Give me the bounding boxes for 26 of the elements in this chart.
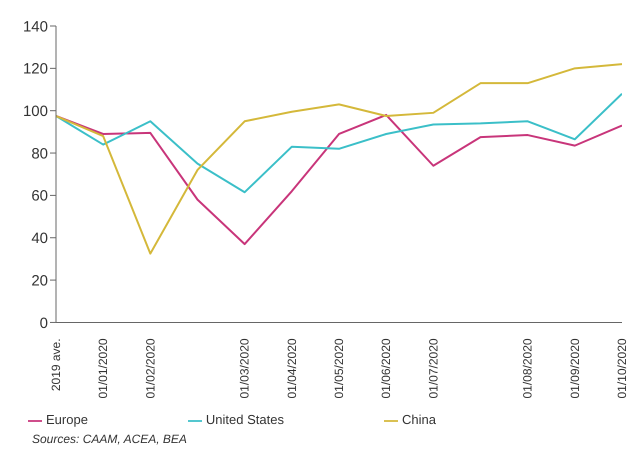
y-tick-label: 0 <box>40 314 48 332</box>
x-tick-label: 01/06/2020 <box>379 338 394 398</box>
x-tick-label: 01/03/2020 <box>238 338 252 398</box>
x-tick-label: 01/10/2020 <box>615 338 629 398</box>
y-tick-label: 40 <box>31 230 48 248</box>
x-tick-label: 01/09/2020 <box>568 338 582 398</box>
legend-label: China <box>402 412 436 428</box>
line-series <box>56 63 622 255</box>
x-tick-label: 01/01/2020 <box>96 338 110 398</box>
x-tick-label: 01/04/2020 <box>284 338 299 398</box>
line-series <box>56 114 622 246</box>
y-tick-label: 140 <box>22 18 48 36</box>
y-tick-label: 20 <box>31 272 48 290</box>
x-tick-label: 01/08/2020 <box>520 338 535 398</box>
legend-label: United States <box>206 412 284 428</box>
x-tick-label: 01/05/2020 <box>332 338 346 398</box>
line-series <box>56 92 622 194</box>
legend-label: Europe <box>46 412 88 428</box>
source-note: Sources: CAAM, ACEA, BEA <box>31 432 188 446</box>
y-tick-label: 120 <box>22 60 48 78</box>
x-tick-label: 01/02/2020 <box>143 338 158 398</box>
y-tick-label: 60 <box>31 188 48 205</box>
y-tick-label: 100 <box>22 103 48 120</box>
y-tick-label: 80 <box>31 145 48 162</box>
x-tick-label: 01/07/2020 <box>426 338 440 398</box>
x-tick-label: 2019 ave. <box>49 338 63 392</box>
